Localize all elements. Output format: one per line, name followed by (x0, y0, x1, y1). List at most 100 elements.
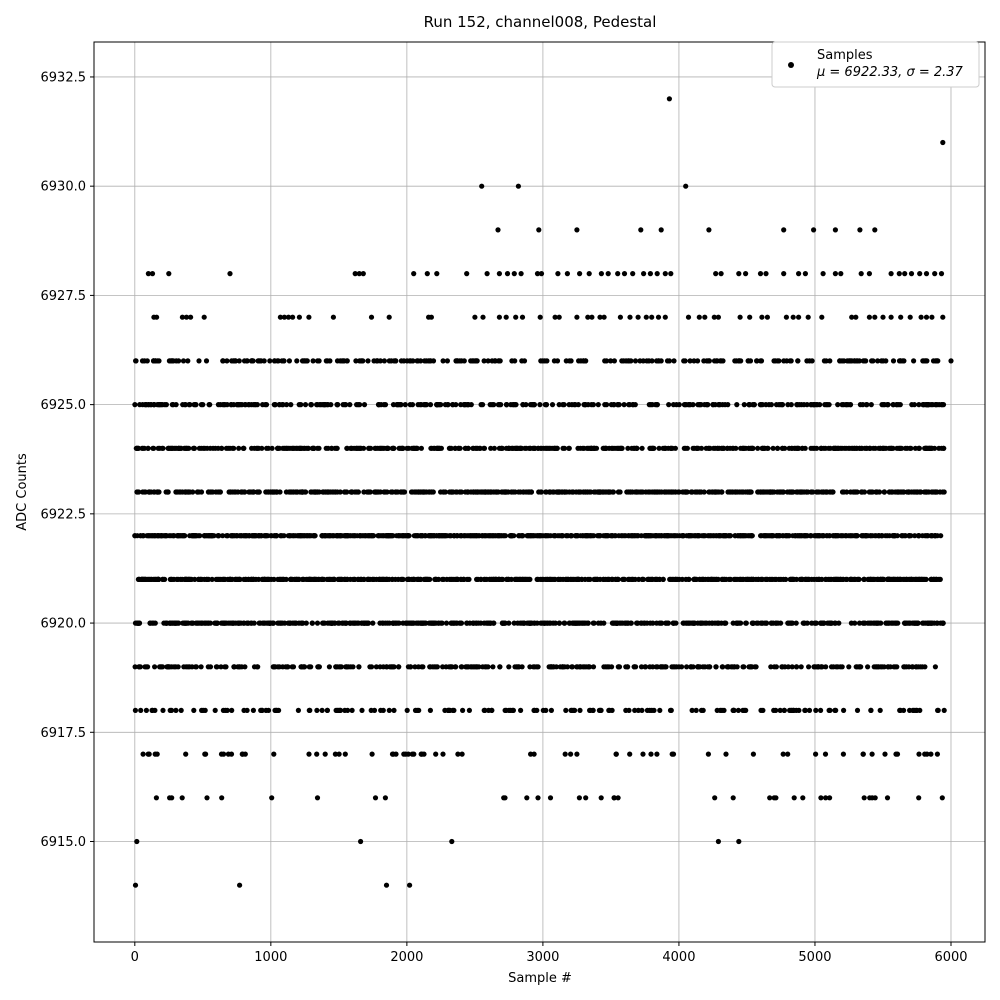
data-point (145, 751, 151, 757)
data-point (669, 445, 676, 451)
data-point (352, 489, 358, 495)
data-point (727, 533, 734, 539)
data-point (635, 314, 641, 320)
data-point (339, 358, 345, 364)
data-point (386, 358, 392, 364)
data-point (708, 576, 714, 583)
data-point (616, 664, 622, 670)
data-point (316, 358, 322, 364)
data-point (542, 358, 548, 364)
data-point (799, 445, 806, 451)
data-point (279, 402, 285, 408)
data-point (523, 445, 529, 451)
data-point (308, 402, 314, 408)
data-point (714, 358, 720, 364)
data-point (804, 358, 810, 364)
data-point (694, 489, 700, 495)
data-point (812, 620, 819, 626)
data-point (244, 358, 250, 364)
data-point (785, 751, 791, 757)
data-point (881, 664, 887, 670)
data-point (180, 358, 187, 364)
data-point (271, 358, 278, 364)
data-point (184, 620, 190, 626)
data-point (372, 795, 379, 801)
data-point (354, 620, 360, 626)
data-point (458, 402, 464, 408)
data-point (256, 533, 262, 539)
data-point (374, 489, 380, 495)
data-point (861, 620, 867, 626)
data-point (314, 620, 321, 626)
data-point (919, 533, 926, 539)
data-point (481, 445, 487, 451)
data-point (801, 402, 807, 408)
data-point (549, 402, 556, 408)
data-point (582, 402, 589, 408)
data-point (735, 707, 742, 714)
y-axis-ticks: 6915.0 6917.5 6920.0 6922.5 6925.0 6927.5 6930… (41, 70, 94, 850)
data-point (663, 620, 669, 626)
data-point (391, 707, 397, 714)
data-point (853, 489, 859, 495)
data-point (922, 358, 928, 364)
data-point (825, 576, 831, 583)
data-point (508, 402, 514, 408)
data-point (264, 445, 270, 451)
data-point (811, 227, 817, 233)
data-point (691, 620, 697, 626)
data-point (628, 533, 635, 539)
data-point (582, 358, 589, 364)
data-point (941, 445, 947, 451)
data-point (932, 489, 938, 495)
data-point (760, 489, 766, 495)
data-point (728, 664, 734, 670)
data-point (391, 620, 397, 626)
data-point (588, 402, 595, 408)
data-point (866, 271, 873, 277)
data-point (764, 314, 771, 320)
data-point (839, 664, 845, 670)
data-point (704, 358, 710, 364)
data-point (505, 576, 511, 583)
data-point (174, 489, 180, 495)
data-point (141, 358, 148, 364)
data-point (212, 707, 218, 714)
data-point (565, 533, 571, 539)
data-point (191, 707, 197, 714)
data-point (540, 576, 546, 583)
data-point (684, 620, 690, 626)
data-point (452, 664, 458, 670)
data-point (795, 358, 801, 364)
data-point (203, 358, 210, 364)
data-point (271, 489, 277, 495)
data-point (647, 445, 653, 451)
data-point (687, 358, 693, 364)
data-point (144, 576, 150, 583)
data-point (577, 707, 583, 714)
data-point (788, 358, 794, 364)
y-tick-label: 6920.0 (41, 617, 87, 632)
data-point (133, 358, 139, 364)
data-point (690, 664, 696, 670)
data-point (365, 358, 371, 364)
data-point (136, 664, 142, 670)
data-point (693, 707, 699, 714)
data-point (865, 664, 871, 670)
data-point (409, 751, 415, 757)
data-point (379, 620, 385, 626)
data-point (396, 664, 402, 670)
data-point (296, 314, 302, 320)
data-point (206, 402, 212, 408)
data-point (383, 882, 390, 888)
data-point (434, 271, 440, 277)
data-point (761, 533, 768, 539)
data-point (140, 533, 146, 539)
data-point (152, 664, 158, 670)
data-point (220, 402, 226, 408)
data-point (934, 620, 940, 626)
data-point (679, 576, 685, 583)
data-point (804, 489, 810, 495)
data-point (625, 445, 631, 451)
data-point (713, 664, 719, 670)
